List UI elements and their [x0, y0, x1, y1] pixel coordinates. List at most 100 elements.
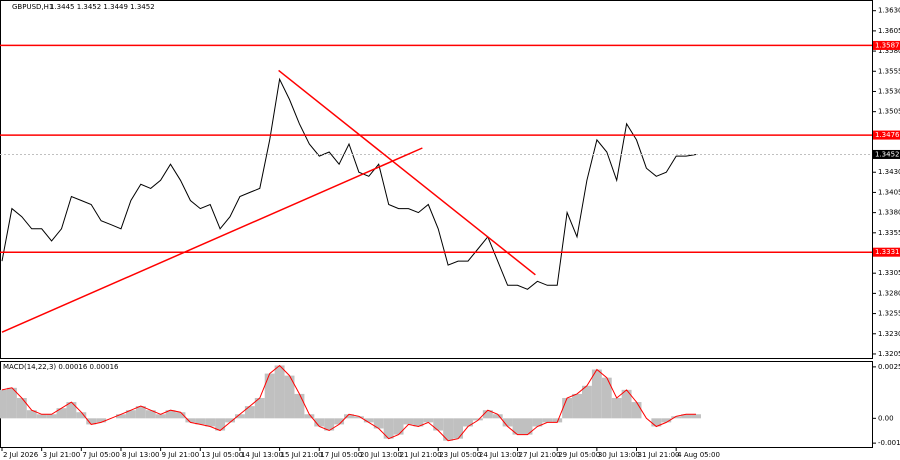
macd-bar	[334, 418, 345, 425]
y-tick-label: -0.00122	[878, 439, 900, 447]
level-label: 1.3587	[875, 41, 900, 49]
macd-bar	[651, 418, 662, 427]
price-line	[1, 77, 697, 290]
macd-bar	[611, 397, 622, 419]
macd-bar	[165, 410, 176, 419]
macd-bar	[56, 408, 67, 419]
macd-bar	[344, 414, 354, 419]
x-tick-label: 27 Jul 21:00	[519, 451, 561, 459]
macd-bar	[522, 418, 533, 435]
macd-bar	[135, 406, 146, 419]
macd-bar	[661, 418, 672, 423]
macd-bar	[234, 414, 245, 419]
macd-bar	[463, 418, 473, 427]
y-tick-label: 1.3405	[878, 188, 900, 196]
macd-bar	[581, 385, 592, 419]
y-tick-label: 1.3280	[878, 289, 900, 297]
macd-bar	[294, 393, 305, 419]
macd-bar	[572, 393, 582, 419]
macd-bar	[631, 402, 642, 419]
macd-bar	[591, 369, 602, 419]
y-tick-label: 1.3505	[878, 108, 900, 116]
x-tick-label: 20 Jul 13:00	[360, 451, 402, 459]
macd-bar	[76, 412, 87, 419]
macd-bar	[155, 414, 166, 419]
x-tick-label: 7 Jul 05:00	[82, 451, 120, 459]
x-tick-label: 8 Jul 13:00	[122, 451, 160, 459]
macd-bar	[423, 418, 434, 423]
macd-bar	[532, 418, 543, 427]
macd-bar	[363, 418, 374, 423]
macd-bar	[125, 410, 136, 419]
macd-bar	[453, 418, 464, 439]
macd-frame	[0, 361, 873, 448]
macd-bar	[472, 418, 483, 421]
macd-bar	[562, 397, 573, 419]
macd-bar	[681, 414, 692, 419]
macd-bar	[383, 418, 394, 439]
level-label-bg	[873, 247, 900, 257]
level-label: 1.3476	[875, 131, 900, 139]
macd-bar	[353, 416, 364, 419]
x-tick-label: 3 Jul 21:00	[43, 451, 81, 459]
x-tick-label: 2 Jul 2026	[3, 451, 39, 459]
macd-bar	[482, 410, 493, 419]
y-tick-label: 1.3430	[878, 168, 900, 176]
trend-line	[1, 147, 423, 333]
macd-bar	[433, 418, 444, 431]
x-tick-label: 17 Jul 05:00	[320, 451, 362, 459]
macd-bar	[195, 418, 206, 425]
macd-bar	[304, 414, 315, 419]
macd-bar	[66, 402, 77, 419]
quote: 1.3445 1.3452 1.3449 1.3452	[50, 3, 155, 11]
macd-bar	[324, 418, 335, 431]
x-tick-label: 9 Jul 21:00	[162, 451, 200, 459]
y-tick-label: 1.3555	[878, 67, 900, 75]
macd-bar	[205, 418, 216, 427]
y-tick-label: 1.3605	[878, 27, 900, 35]
y-tick-label: 1.3205	[878, 350, 900, 358]
macd-bar	[413, 418, 424, 427]
y-tick-label: 0.00	[878, 414, 894, 422]
x-tick-label: 13 Jul 05:00	[201, 451, 243, 459]
macd-bar	[393, 418, 404, 435]
macd-bar	[443, 418, 454, 441]
x-tick-label: 4 Aug 05:00	[677, 451, 720, 459]
x-tick-label: 29 Jul 05:00	[558, 451, 600, 459]
macd-bar	[542, 418, 553, 423]
y-tick-label: 1.3255	[878, 310, 900, 318]
macd-signal	[1, 364, 696, 442]
symbol: GBPUSD,H1	[12, 3, 53, 11]
main-frame	[0, 0, 873, 359]
x-tick-label: 21 Jul 21:00	[400, 451, 442, 459]
macd-bar	[512, 418, 523, 435]
macd-bar	[403, 418, 414, 425]
x-tick-label: 31 Jul 21:00	[638, 451, 680, 459]
macd-bar	[244, 406, 255, 419]
macd-bar	[492, 414, 503, 419]
macd-bar	[46, 414, 57, 419]
macd-bar	[502, 418, 513, 427]
macd-bar	[26, 410, 37, 419]
macd-bar	[116, 414, 126, 419]
macd-bar	[373, 418, 384, 429]
macd-bar	[36, 414, 47, 419]
x-tick-label: 30 Jul 13:00	[598, 451, 640, 459]
macd-bar	[671, 416, 682, 419]
macd-title: MACD(14,22,3) 0.00016 0.00016	[3, 363, 119, 371]
x-tick-label: 23 Jul 05:00	[439, 451, 481, 459]
macd-bar	[601, 377, 612, 419]
x-tick-label: 14 Jul 13:00	[241, 451, 283, 459]
macd-bar	[0, 389, 7, 419]
macd-bar	[145, 410, 156, 419]
macd-bar	[691, 414, 701, 419]
y-tick-label: 1.3630	[878, 7, 900, 15]
current-price-label: 1.3452	[875, 150, 900, 158]
macd-bar	[215, 418, 226, 431]
macd-bar	[225, 418, 235, 423]
level-label: 1.3331	[875, 248, 900, 256]
macd-bar	[552, 418, 563, 423]
x-tick-label: 24 Jul 13:00	[479, 451, 521, 459]
macd-bar	[86, 418, 97, 425]
